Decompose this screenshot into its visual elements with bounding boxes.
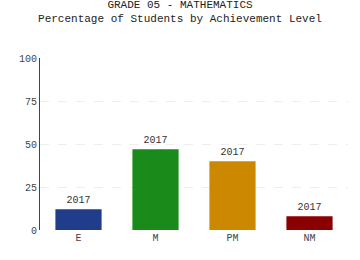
svg-text:75: 75 bbox=[25, 97, 37, 108]
svg-text:GRADE 05 - MATHEMATICSPercenta: GRADE 05 - MATHEMATICSPercentage of Stud… bbox=[38, 0, 322, 25]
svg-text:E: E bbox=[75, 233, 81, 244]
svg-text:25: 25 bbox=[25, 183, 37, 194]
svg-text:PM: PM bbox=[226, 233, 238, 244]
svg-text:NM: NM bbox=[303, 233, 315, 244]
svg-text:M: M bbox=[152, 233, 158, 244]
svg-text:2017: 2017 bbox=[66, 195, 90, 206]
svg-text:2017: 2017 bbox=[220, 147, 244, 158]
svg-text:100: 100 bbox=[19, 54, 37, 65]
svg-text:50: 50 bbox=[25, 140, 37, 151]
svg-text:2017: 2017 bbox=[297, 202, 321, 213]
svg-text:2017: 2017 bbox=[143, 135, 167, 146]
svg-text:0: 0 bbox=[31, 226, 37, 237]
